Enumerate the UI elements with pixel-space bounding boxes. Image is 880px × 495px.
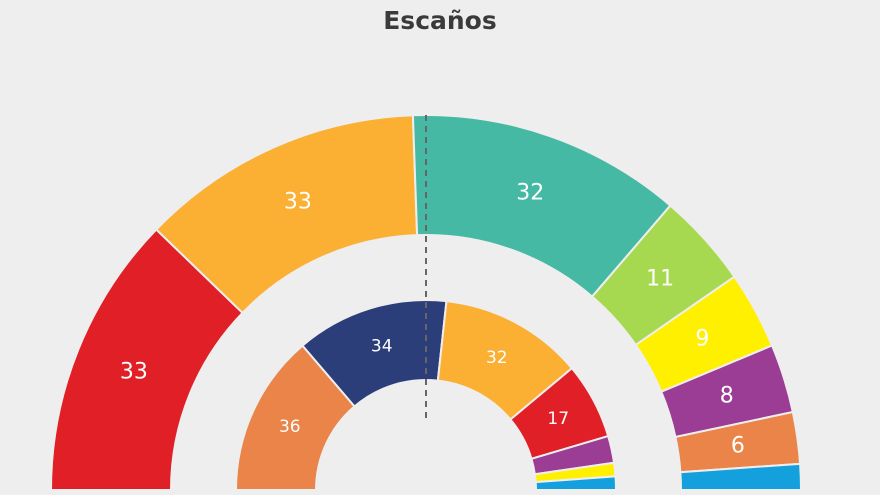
inner-segment-label-0: 36 bbox=[279, 417, 301, 437]
chart-title: Escaños bbox=[383, 6, 497, 35]
inner-segment-label-3: 17 bbox=[547, 409, 569, 429]
outer-segment-label-4: 9 bbox=[695, 326, 709, 351]
inner-segment-label-2: 32 bbox=[486, 348, 508, 368]
outer-segment-label-1: 33 bbox=[284, 190, 312, 215]
outer-segment-label-3: 11 bbox=[646, 267, 674, 292]
outer-segment-7 bbox=[679, 462, 803, 491]
outer-segment-label-0: 33 bbox=[120, 359, 148, 384]
inner-segment-6 bbox=[534, 475, 618, 491]
outer-segment-label-2: 32 bbox=[516, 180, 544, 205]
outer-segment-label-6: 6 bbox=[731, 434, 745, 459]
inner-segment-label-1: 34 bbox=[371, 337, 393, 357]
outer-segment-label-5: 8 bbox=[720, 384, 734, 409]
